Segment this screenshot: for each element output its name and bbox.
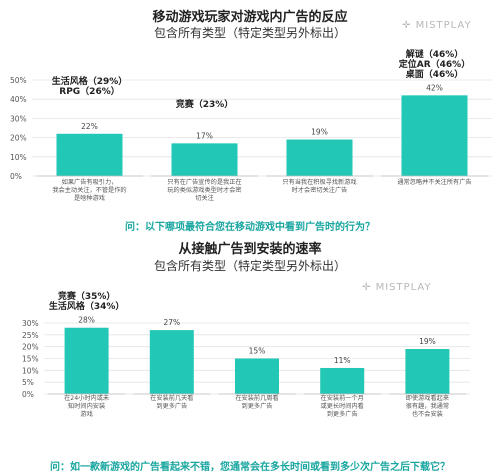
- segment-callout: RPG（26%）: [59, 86, 119, 97]
- segment-callout: 竞赛（23%）: [175, 98, 234, 110]
- value-label: 19%: [419, 337, 436, 346]
- category-label: 只有在广告宣传的是我正在: [167, 178, 241, 186]
- watermark-text: MISTPLAY: [375, 282, 432, 293]
- bar: [286, 139, 353, 176]
- category-label: 通常忽略并不关注所有广告: [397, 178, 471, 186]
- category-label: 也不会安装: [412, 410, 443, 418]
- bar: [149, 330, 194, 394]
- y-tick-label: 10%: [10, 153, 27, 162]
- y-tick-label: 0%: [10, 172, 22, 181]
- category-label: 如果广告有吸引力，: [62, 178, 118, 186]
- category-label: 知时间内安装: [68, 402, 105, 410]
- chart-panel-install-rate: 从接触广告到安装的速率 包含所有类型（特定类型另外标出） ✛ MISTPLAY …: [0, 238, 500, 474]
- category-label: 在24小时内或未: [64, 394, 109, 402]
- value-label: 27%: [163, 318, 180, 327]
- y-tick-label: 40%: [10, 95, 27, 104]
- y-tick-label: 30%: [22, 319, 39, 328]
- segment-callout: 桌面（46%）: [406, 68, 464, 80]
- chart-title: 移动游戏玩家对游戏内广告的反应: [152, 10, 348, 25]
- y-tick-label: 50%: [10, 76, 27, 85]
- category-label: 到更多广告: [156, 402, 187, 410]
- category-label: 在安装前几周看: [235, 394, 278, 402]
- category-label: 游戏: [80, 410, 92, 418]
- value-label: 15%: [249, 347, 266, 356]
- mistplay-logo-icon: ✛: [402, 20, 416, 31]
- category-label: 玩的类似游戏类型时才会密: [167, 186, 241, 194]
- value-label: 17%: [196, 131, 213, 140]
- y-tick-label: 20%: [22, 343, 39, 352]
- value-label: 42%: [426, 83, 443, 92]
- bar: [235, 358, 279, 394]
- category-label: 在安装前一个月: [321, 394, 364, 402]
- category-label: 是啥种游戏: [74, 194, 105, 202]
- category-label: 在安装前几天看: [150, 394, 193, 402]
- category-label: 或更长时间内看: [321, 402, 364, 410]
- segment-callout: 竞赛（35%）: [57, 290, 116, 302]
- y-tick-label: 10%: [22, 366, 39, 375]
- category-label: 我会主动关注，不管是作的: [52, 186, 126, 194]
- value-label: 28%: [78, 316, 95, 325]
- bar: [405, 349, 450, 394]
- bar: [401, 95, 468, 176]
- bar: [56, 133, 123, 176]
- segment-callout: 解谜（46%）: [406, 48, 464, 60]
- mistplay-watermark: ✛ MISTPLAY: [362, 282, 432, 293]
- y-tick-label: 25%: [22, 331, 39, 340]
- watermark-text: MISTPLAY: [415, 20, 472, 31]
- value-label: 19%: [311, 128, 328, 137]
- segment-callout: 生活风格（34%）: [49, 300, 125, 312]
- bar-chart-ad-reaction: 0% 10% 20% 30% 40% 50% 22% 如果广告有吸引力，我会主动关注，不管是作…: [10, 48, 492, 202]
- survey-question: 问：如一款新游戏的广告看起来不错，您通常会在多长时间或看到多少次广告之后下载它？: [50, 462, 450, 473]
- category-label: 即使游戏看起来: [406, 394, 449, 402]
- chart-panel-ad-reaction: 移动游戏玩家对游戏内广告的反应 包含所有类型（特定类型另外标出） ✛ MISTP…: [0, 0, 500, 233]
- category-label: 切关注: [195, 194, 214, 202]
- category-label: 到更多广告: [327, 410, 358, 418]
- bar: [171, 143, 238, 176]
- category-label: 只有当我在积极寻找新游戏: [282, 178, 356, 186]
- category-label: 时才会密切关注广告: [292, 186, 348, 194]
- y-tick-label: 30%: [10, 114, 27, 123]
- chart-subtitle: 包含所有类型（特定类型另外标出）: [153, 259, 346, 273]
- y-tick-label: 20%: [10, 134, 27, 143]
- value-label: 11%: [334, 356, 351, 365]
- y-tick-label: 0%: [22, 390, 34, 399]
- chart-subtitle: 包含所有类型（特定类型另外标出）: [153, 26, 346, 40]
- chart-title: 从接触广告到安装的速率: [178, 242, 322, 257]
- y-tick-label: 5%: [22, 378, 34, 387]
- category-label: 很有趣，我通常: [406, 402, 449, 410]
- value-label: 22%: [81, 122, 98, 131]
- category-label: 到更多广告: [242, 402, 273, 410]
- mistplay-watermark: ✛ MISTPLAY: [402, 20, 472, 31]
- y-tick-label: 15%: [22, 355, 39, 364]
- survey-question: 问：以下哪项最符合您在移动游戏中看到广告时的行为？: [125, 222, 375, 233]
- mistplay-logo-icon: ✛: [362, 282, 376, 293]
- bar: [64, 327, 109, 394]
- bar: [320, 367, 365, 394]
- segment-callout: 定位AR（46%）: [398, 58, 470, 70]
- segment-callout: 生活风格（29%）: [52, 75, 128, 87]
